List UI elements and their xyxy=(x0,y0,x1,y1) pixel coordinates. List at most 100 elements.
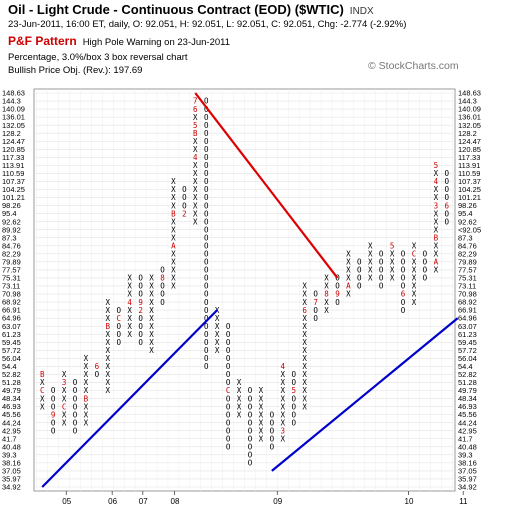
month-marker: A xyxy=(346,282,351,291)
y-tick-label-right: 124.47 xyxy=(458,137,481,146)
x-box: X xyxy=(412,274,417,283)
o-box: O xyxy=(204,169,209,178)
o-box: O xyxy=(270,442,275,451)
x-box: X xyxy=(62,370,67,379)
o-box: O xyxy=(204,346,209,355)
x-box: X xyxy=(346,274,351,283)
o-box: O xyxy=(335,282,340,291)
o-box: O xyxy=(270,418,275,427)
o-box: O xyxy=(335,298,340,307)
o-box: O xyxy=(226,442,231,451)
x-box: X xyxy=(434,266,439,275)
y-tick-label-left: 49.79 xyxy=(2,386,21,395)
month-marker: C xyxy=(412,250,417,259)
y-tick-label-left: 61.23 xyxy=(2,330,21,339)
x-box: X xyxy=(106,330,111,339)
x-box: X xyxy=(302,370,307,379)
month-marker: 4 xyxy=(193,153,198,162)
month-marker: 4 xyxy=(281,362,286,371)
o-box: O xyxy=(270,434,275,443)
y-tick-label-right: 101.21 xyxy=(458,193,481,202)
y-tick-label-left: 48.34 xyxy=(2,394,21,403)
x-box: X xyxy=(127,322,132,331)
y-tick-label-left: 124.47 xyxy=(2,137,25,146)
month-marker: B xyxy=(171,209,176,218)
y-tick-label-left: 128.2 xyxy=(2,129,21,138)
x-box: X xyxy=(106,338,111,347)
y-tick-label-left: 107.37 xyxy=(2,177,25,186)
o-box: O xyxy=(248,410,253,419)
month-marker: 3 xyxy=(62,378,67,387)
o-box: O xyxy=(204,338,209,347)
o-box: O xyxy=(73,402,78,411)
x-box: X xyxy=(171,258,176,267)
month-marker: 6 xyxy=(302,306,307,315)
x-box: X xyxy=(302,282,307,291)
o-box: O xyxy=(401,298,406,307)
x-box: X xyxy=(193,185,198,194)
o-box: O xyxy=(313,290,318,299)
x-box: X xyxy=(215,346,220,355)
x-box: X xyxy=(149,338,154,347)
x-box: X xyxy=(281,386,286,395)
o-box: O xyxy=(182,201,187,210)
x-box: X xyxy=(106,346,111,355)
y-tick-label-left: 38.16 xyxy=(2,458,21,467)
o-box: O xyxy=(138,314,143,323)
o-box: O xyxy=(204,145,209,154)
o-box: O xyxy=(73,410,78,419)
o-box: O xyxy=(182,185,187,194)
x-box: X xyxy=(302,338,307,347)
x-box: X xyxy=(193,193,198,202)
o-box: O xyxy=(73,418,78,427)
y-tick-label-left: 70.98 xyxy=(2,290,21,299)
x-box: X xyxy=(106,362,111,371)
o-box: O xyxy=(204,330,209,339)
x-box: X xyxy=(84,354,89,363)
o-box: O xyxy=(423,258,428,267)
month-marker: 4 xyxy=(434,177,439,186)
o-box: O xyxy=(445,177,450,186)
y-tick-label-left: 95.4 xyxy=(2,209,17,218)
month-marker: 6 xyxy=(193,105,198,114)
o-box: O xyxy=(204,354,209,363)
x-box: X xyxy=(302,354,307,363)
x-box: X xyxy=(106,314,111,323)
x-box: X xyxy=(106,354,111,363)
x-box: X xyxy=(302,386,307,395)
x-box: X xyxy=(84,418,89,427)
scale-note: Percentage, 3.0%/box 3 box reversal char… xyxy=(8,52,188,63)
month-marker: 5 xyxy=(434,161,439,170)
x-box: X xyxy=(434,250,439,259)
o-box: O xyxy=(204,201,209,210)
month-marker: A xyxy=(434,258,439,267)
y-tick-label-left: 75.31 xyxy=(2,274,21,283)
x-box: X xyxy=(346,266,351,275)
o-box: O xyxy=(116,322,121,331)
y-tick-label-left: 35.97 xyxy=(2,475,21,484)
y-tick-label-left: 120.85 xyxy=(2,145,25,154)
o-box: O xyxy=(379,266,384,275)
o-box: O xyxy=(445,217,450,226)
year-label: 10 xyxy=(405,497,414,506)
y-tick-label-left: 89.92 xyxy=(2,225,21,234)
y-tick-label-left: 46.93 xyxy=(2,402,21,411)
o-box: O xyxy=(160,290,165,299)
o-box: O xyxy=(291,418,296,427)
x-box: X xyxy=(368,266,373,275)
x-box: X xyxy=(171,225,176,234)
y-tick-label-right: 49.79 xyxy=(458,386,477,395)
y-tick-label-left: 37.05 xyxy=(2,467,21,476)
month-marker: 6 xyxy=(445,201,450,210)
o-box: O xyxy=(138,338,143,347)
x-box: X xyxy=(193,113,198,122)
y-tick-label-left: 140.09 xyxy=(2,105,25,114)
x-box: X xyxy=(106,386,111,395)
month-marker: C xyxy=(226,386,231,395)
x-box: X xyxy=(281,394,286,403)
y-tick-label-right: 92.62 xyxy=(458,217,477,226)
x-box: X xyxy=(281,418,286,427)
y-tick-label-right: 34.92 xyxy=(458,483,477,492)
y-tick-label-left: 42.95 xyxy=(2,426,21,435)
x-box: X xyxy=(193,217,198,226)
